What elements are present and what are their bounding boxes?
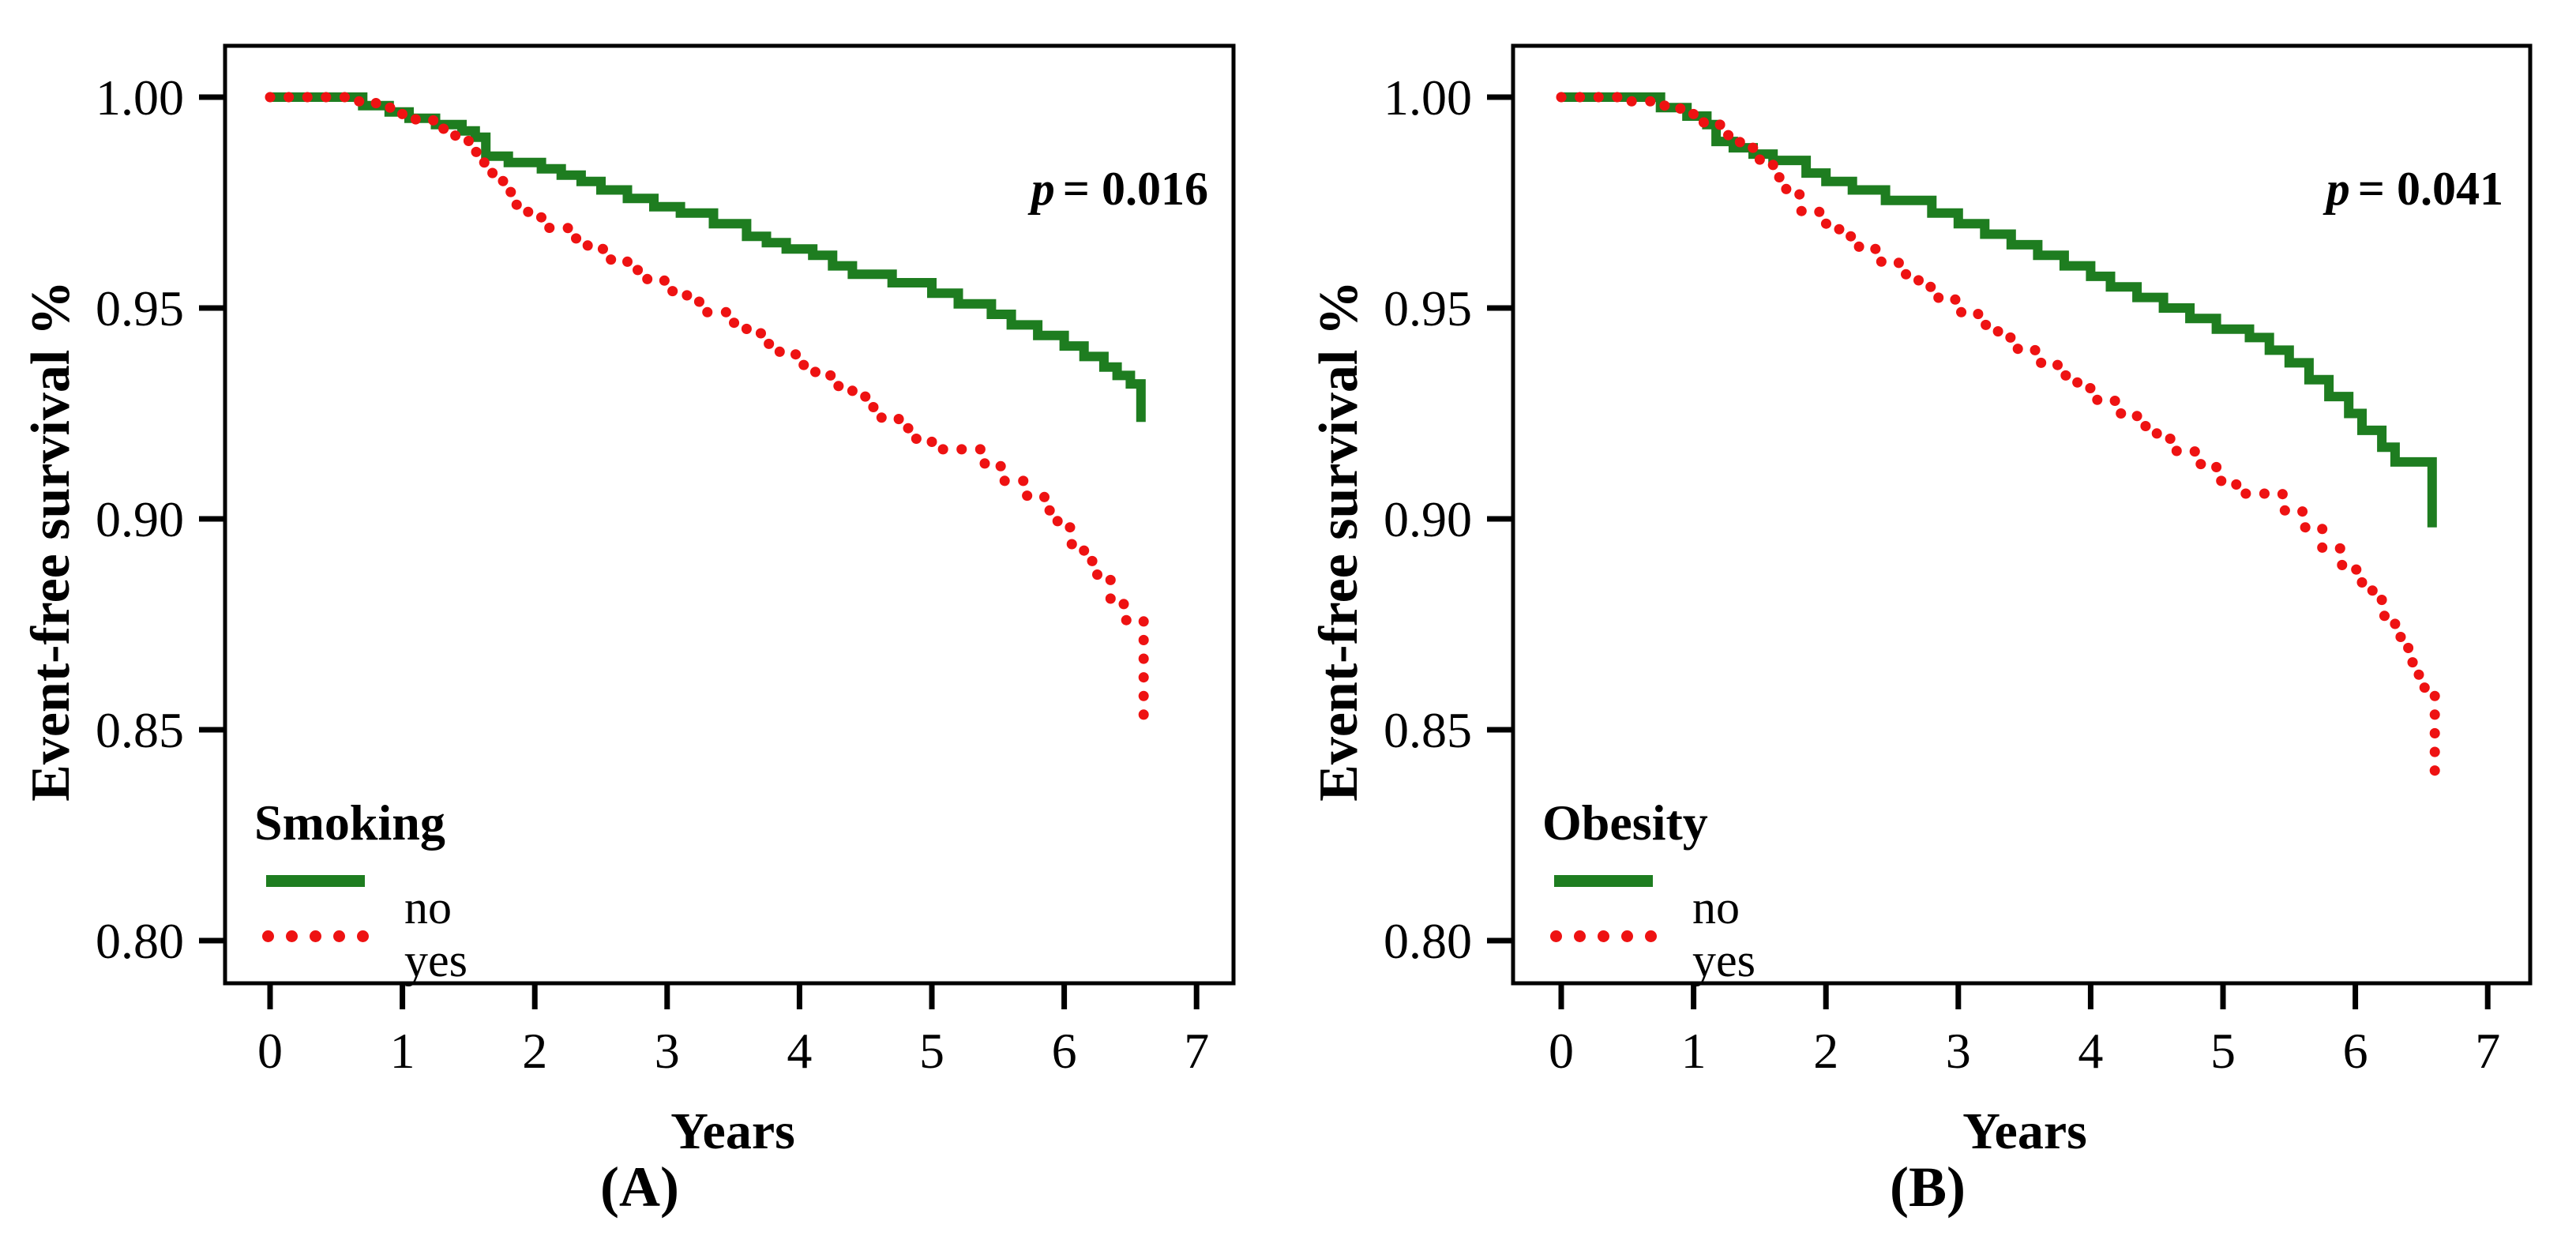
svg-text:0.80: 0.80 xyxy=(96,913,184,969)
svg-text:1.00: 1.00 xyxy=(96,70,184,126)
legend-label-no-b: no xyxy=(1692,881,1740,934)
p-value-text-b: = 0.041 xyxy=(2357,163,2503,215)
svg-text:1.00: 1.00 xyxy=(1384,70,1472,126)
legend-swatch-no-solid-b xyxy=(1554,875,1653,887)
x-axis-label-a: Years xyxy=(670,1103,795,1160)
svg-text:6: 6 xyxy=(1052,1023,1077,1079)
p-value-b: p = 0.041 xyxy=(2326,162,2503,216)
svg-text:0: 0 xyxy=(257,1023,283,1079)
legend-label-yes-b: yes xyxy=(1692,934,1756,986)
y-axis-label-b: Event-free survival % xyxy=(1309,280,1369,802)
svg-text:2: 2 xyxy=(1813,1023,1838,1079)
svg-text:5: 5 xyxy=(919,1023,944,1079)
legend-label-yes-a: yes xyxy=(404,934,468,986)
legend-label-no-a: no xyxy=(404,881,452,934)
legend-title-smoking: Smoking xyxy=(254,795,445,851)
svg-text:3: 3 xyxy=(655,1023,680,1079)
p-value-text-a: = 0.016 xyxy=(1062,163,1208,215)
legend-swatch-yes-dotted-a xyxy=(262,930,369,942)
svg-text:4: 4 xyxy=(787,1023,812,1079)
svg-text:1: 1 xyxy=(1681,1023,1707,1079)
panel-caption-a: (A) xyxy=(600,1155,679,1219)
svg-text:7: 7 xyxy=(1184,1023,1209,1079)
legend-title-obesity: Obesity xyxy=(1542,795,1708,851)
p-symbol-a: p xyxy=(1031,163,1055,215)
svg-text:0.85: 0.85 xyxy=(96,702,184,758)
svg-text:0.95: 0.95 xyxy=(96,280,184,336)
svg-text:3: 3 xyxy=(1946,1023,1971,1079)
panel-caption-b: (B) xyxy=(1890,1155,1966,1219)
svg-text:1: 1 xyxy=(390,1023,415,1079)
svg-text:0.90: 0.90 xyxy=(1384,491,1472,547)
legend-swatch-no-solid-a xyxy=(266,875,365,887)
svg-text:0.95: 0.95 xyxy=(1384,280,1472,336)
svg-text:4: 4 xyxy=(2078,1023,2103,1079)
svg-text:2: 2 xyxy=(522,1023,547,1079)
y-axis-label-a: Event-free survival % xyxy=(21,280,81,802)
svg-text:0.85: 0.85 xyxy=(1384,702,1472,758)
x-axis-label-b: Years xyxy=(1962,1103,2087,1160)
svg-text:7: 7 xyxy=(2475,1023,2500,1079)
svg-text:0.80: 0.80 xyxy=(1384,913,1472,969)
svg-text:6: 6 xyxy=(2343,1023,2368,1079)
p-value-a: p = 0.016 xyxy=(1031,162,1208,216)
svg-text:5: 5 xyxy=(2210,1023,2236,1079)
legend-swatch-yes-dotted-b xyxy=(1550,930,1657,942)
svg-text:0.90: 0.90 xyxy=(96,491,184,547)
p-symbol-b: p xyxy=(2326,163,2350,215)
svg-text:0: 0 xyxy=(1549,1023,1574,1079)
